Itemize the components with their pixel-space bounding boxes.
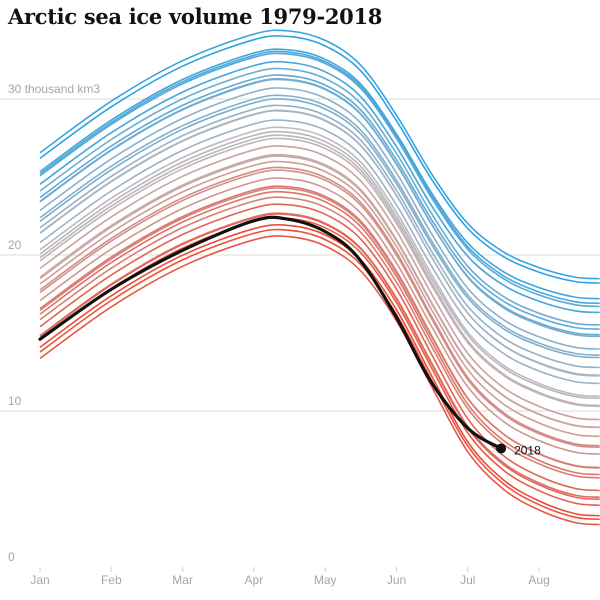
year-series-line [39, 203, 600, 492]
year-series-line [39, 109, 600, 377]
year-series-line [39, 48, 600, 300]
highlight-series: 2018 [38, 215, 541, 457]
year-series-line [39, 134, 600, 407]
x-axis: Jan Feb Mar Apr May Jun Jul Aug [30, 567, 550, 587]
year-series-line [39, 166, 600, 447]
y-tick-label: 0 [8, 550, 15, 564]
year-series-line [39, 190, 600, 476]
x-tick-label: Jun [387, 573, 406, 587]
year-series-line [39, 94, 600, 356]
year-series-line [39, 29, 600, 280]
year-series-line [39, 98, 600, 359]
year-series-line [39, 153, 600, 428]
x-tick-label: Feb [101, 573, 122, 587]
year-series-line [39, 52, 600, 308]
year-series-line [39, 224, 600, 517]
year-series-line [39, 119, 600, 385]
x-tick-label: Apr [245, 573, 264, 587]
year-series-line [39, 177, 600, 455]
year-series-line [39, 185, 600, 469]
year-series-line [39, 50, 600, 305]
x-tick-label: Mar [172, 573, 193, 587]
year-series-line [39, 87, 600, 350]
y-tick-label: 20 [8, 238, 22, 252]
year-series-line [39, 74, 600, 330]
highlight-series-label: 2018 [514, 443, 541, 457]
year-series-line [39, 35, 600, 284]
y-tick-label: 10 [8, 394, 22, 408]
year-series-line [39, 196, 600, 479]
highlight-end-point [496, 443, 507, 454]
year-series-line [39, 60, 600, 314]
x-tick-label: Jan [30, 573, 49, 587]
year-series-line [39, 77, 600, 338]
year-series-line [39, 235, 600, 526]
year-series-line [39, 160, 600, 438]
year-series-line [39, 216, 600, 506]
x-tick-label: May [314, 573, 337, 587]
year-series-line [39, 67, 600, 326]
year-series-line [39, 130, 600, 400]
year-series-line [39, 145, 600, 421]
x-tick-label: Jul [460, 573, 475, 587]
yearly-series [39, 29, 600, 526]
year-series-line [39, 126, 600, 398]
year-series-line [39, 104, 600, 369]
x-tick-label: Aug [528, 573, 549, 587]
chart-title: Arctic sea ice volume 1979-2018 [8, 4, 383, 29]
year-series-line [39, 137, 600, 408]
y-tick-label: 30 thousand km3 [8, 82, 100, 96]
year-series-line [39, 213, 600, 500]
year-series-line [39, 169, 600, 448]
highlight-series-line [38, 215, 503, 450]
